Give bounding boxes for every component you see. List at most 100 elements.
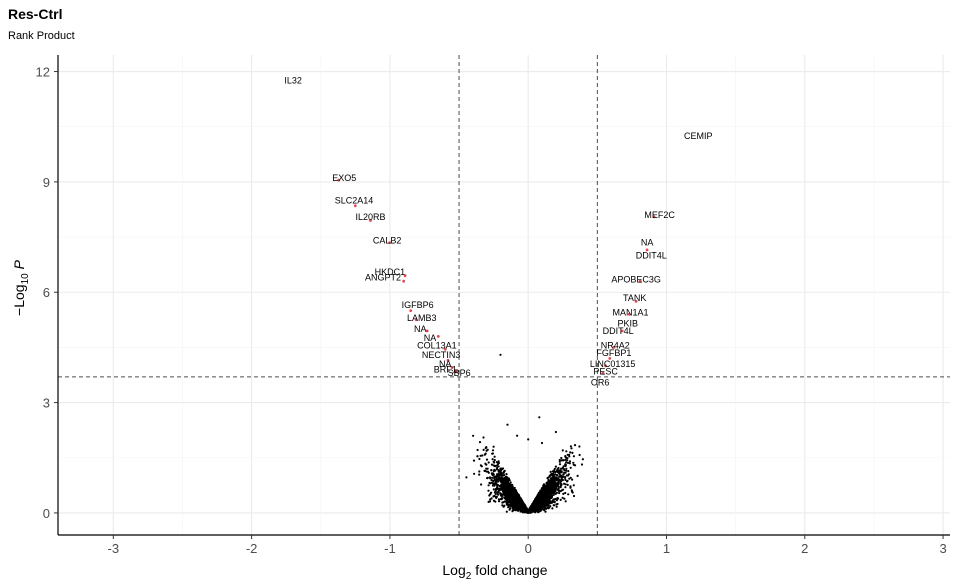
bulk-points [465, 353, 585, 514]
data-point [465, 476, 468, 479]
data-point [562, 465, 565, 468]
data-point [497, 498, 500, 501]
data-point [549, 505, 552, 508]
data-point [566, 459, 569, 462]
data-point [487, 461, 490, 464]
data-point [546, 506, 550, 509]
data-point [571, 478, 574, 481]
data-point [493, 459, 496, 462]
data-point [569, 445, 573, 448]
data-point [572, 461, 575, 464]
data-point [569, 466, 572, 469]
data-point [573, 444, 577, 447]
data-point [572, 455, 576, 458]
data-point [568, 455, 571, 458]
data-point [473, 472, 476, 475]
data-point [556, 485, 559, 488]
data-point [488, 500, 492, 503]
data-point [495, 461, 498, 464]
data-point [555, 479, 558, 482]
data-point [554, 465, 558, 468]
data-point [566, 483, 569, 486]
data-point [478, 470, 481, 473]
data-point [478, 441, 482, 444]
data-point [558, 458, 561, 462]
data-point [505, 473, 508, 476]
data-point [576, 474, 579, 477]
data-point [557, 466, 560, 470]
data-point [566, 457, 569, 460]
data-point [568, 460, 572, 463]
data-point [563, 497, 566, 500]
data-point [485, 467, 488, 470]
data-point [488, 481, 491, 484]
data-point [489, 493, 492, 496]
data-point [565, 461, 568, 464]
data-point [564, 478, 567, 481]
data-point [497, 465, 500, 468]
data-point [487, 484, 490, 487]
data-point [565, 467, 568, 470]
data-point [505, 496, 508, 499]
grid-lines [58, 55, 950, 535]
data-point [564, 476, 567, 479]
plot-panel [58, 55, 950, 535]
data-point [569, 451, 572, 454]
data-point [567, 470, 570, 473]
data-point [570, 447, 573, 450]
data-point [564, 491, 567, 495]
data-point [558, 463, 562, 466]
data-point [498, 500, 501, 503]
data-point [494, 492, 497, 495]
data-point [559, 490, 562, 493]
data-point [503, 500, 506, 503]
data-point [560, 456, 563, 460]
data-point [485, 463, 488, 466]
data-point [561, 488, 565, 491]
data-point [564, 471, 567, 474]
data-point [564, 458, 567, 461]
data-point [490, 478, 493, 482]
data-point [488, 476, 492, 479]
data-point [549, 470, 552, 473]
data-point [491, 476, 494, 479]
data-point [567, 493, 570, 496]
data-point [476, 448, 479, 452]
data-point [571, 451, 574, 454]
data-point [562, 473, 565, 476]
data-point [558, 491, 561, 495]
data-point [562, 492, 565, 495]
data-point [544, 510, 547, 513]
data-point [479, 464, 482, 467]
data-point [580, 463, 584, 466]
data-point [472, 434, 475, 437]
data-point [564, 456, 567, 459]
cutoff-lines [58, 55, 950, 535]
panel-background [58, 55, 950, 535]
data-point [492, 488, 495, 491]
data-point [542, 508, 545, 511]
data-point [494, 489, 497, 492]
data-point [572, 463, 575, 466]
data-point [491, 452, 494, 455]
data-point [505, 510, 508, 513]
data-point [497, 461, 500, 465]
data-point [566, 461, 570, 464]
data-point [560, 467, 563, 470]
data-point [492, 499, 495, 502]
data-point [559, 498, 562, 501]
data-point [553, 467, 557, 470]
chart-subtitle: Rank Product [8, 30, 75, 42]
data-point [561, 496, 564, 499]
data-point [563, 468, 566, 471]
data-point [472, 459, 476, 462]
data-point [490, 463, 494, 466]
data-point [486, 448, 489, 451]
data-point [553, 500, 556, 504]
data-point [551, 507, 554, 510]
data-point [492, 495, 495, 498]
data-point [564, 486, 567, 489]
data-point [572, 494, 576, 498]
data-point [572, 484, 575, 487]
